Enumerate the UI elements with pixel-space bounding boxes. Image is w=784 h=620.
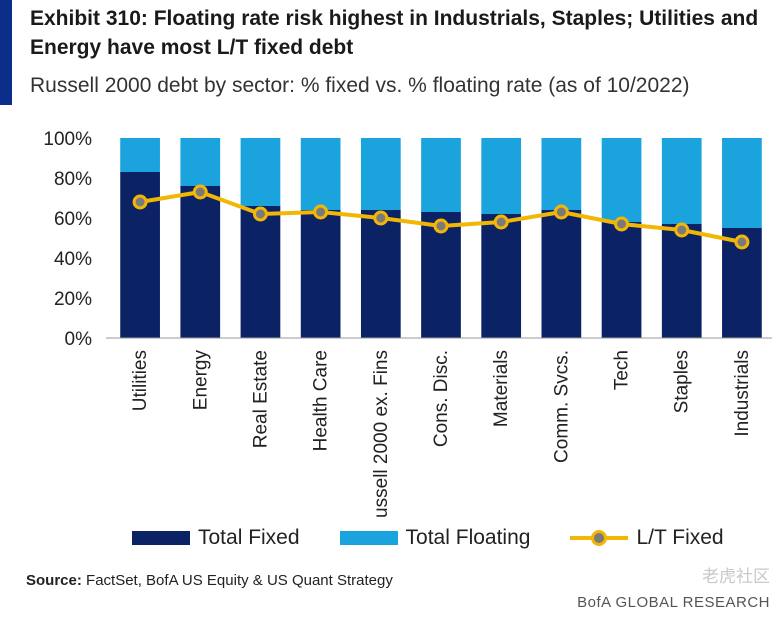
bar-floating <box>481 138 522 214</box>
y-tick-label: 40% <box>54 249 92 270</box>
bar-floating <box>120 138 160 172</box>
bar-fixed <box>180 186 221 338</box>
source-text: FactSet, BofA US Equity & US Quant Strat… <box>86 572 393 589</box>
bar-fixed <box>541 210 582 338</box>
bar-floating <box>180 138 221 186</box>
legend-swatch-fixed <box>132 531 190 545</box>
x-tick-label: Industrials <box>732 350 753 437</box>
bar-floating <box>541 138 582 210</box>
bar-floating <box>661 138 702 224</box>
y-tick-label: 0% <box>65 329 93 350</box>
watermark: 老虎社区 <box>702 567 770 586</box>
bar-fixed <box>240 206 281 338</box>
x-tick-label: Utilities <box>130 350 151 411</box>
point-lt-fixed <box>132 194 148 210</box>
point-lt-fixed <box>192 184 208 200</box>
bar-fixed <box>360 210 401 338</box>
source-note: Source: FactSet, BofA US Equity & US Qua… <box>26 572 393 589</box>
legend-item-floating: Total Floating <box>339 526 531 550</box>
footer-brand: BofA GLOBAL RESEARCH <box>577 594 770 611</box>
point-lt-fixed <box>734 234 750 250</box>
bar-fixed <box>661 224 702 338</box>
bar-floating <box>360 138 401 210</box>
point-lt-fixed <box>313 204 329 220</box>
legend-swatch-floating <box>339 531 398 545</box>
point-lt-fixed <box>433 218 449 234</box>
chart-subtitle: Russell 2000 debt by sector: % fixed vs.… <box>30 74 690 97</box>
y-tick-label: 60% <box>54 209 92 230</box>
y-tick-label: 20% <box>54 289 92 310</box>
bar-fixed <box>481 214 522 338</box>
y-tick-label: 100% <box>43 129 92 150</box>
bar-floating <box>300 138 341 210</box>
point-lt-fixed <box>674 222 690 238</box>
x-tick-label: Comm. Svcs. <box>551 350 572 463</box>
x-tick-label: Energy <box>190 350 211 411</box>
stacked-bar-chart: 0% 20% 40% 60% 80% 100% Utilities Energy Real Es… <box>43 129 772 518</box>
legend-label-fixed: Total Fixed <box>198 526 300 549</box>
chart-title: Exhibit 310: Floating rate risk highest … <box>30 7 759 59</box>
legend-item-lt-fixed: L/T Fixed <box>570 526 724 550</box>
legend-label-floating: Total Floating <box>405 526 531 549</box>
point-lt-fixed <box>493 214 509 230</box>
point-lt-fixed <box>373 210 389 226</box>
x-tick-label: Materials <box>491 350 512 427</box>
point-lt-fixed <box>553 204 569 220</box>
x-tick-label: Real Estate <box>250 350 271 448</box>
source-label: Source: <box>26 572 82 589</box>
y-tick-label: 80% <box>54 169 92 190</box>
bar-floating <box>601 138 642 222</box>
point-lt-fixed <box>614 216 630 232</box>
x-tick-label: Tech <box>612 350 633 390</box>
bar-floating <box>722 138 762 228</box>
x-tick-label: Russell 2000 ex. Fins <box>371 350 392 518</box>
legend: Total Fixed Total Floating L/T Fixed <box>132 523 764 553</box>
legend-swatch-lt-fixed <box>570 530 629 546</box>
point-lt-fixed <box>252 206 268 222</box>
legend-item-fixed: Total Fixed <box>132 526 300 550</box>
accent-bar <box>0 0 12 105</box>
bar-fixed <box>601 222 642 338</box>
x-tick-label: Health Care <box>311 350 332 451</box>
x-tick-label: Staples <box>672 350 693 413</box>
bar-floating <box>240 138 281 206</box>
bar-fixed <box>300 210 341 338</box>
bar-floating <box>421 138 461 212</box>
legend-label-lt-fixed: L/T Fixed <box>636 526 724 549</box>
x-tick-label: Cons. Disc. <box>431 350 452 447</box>
